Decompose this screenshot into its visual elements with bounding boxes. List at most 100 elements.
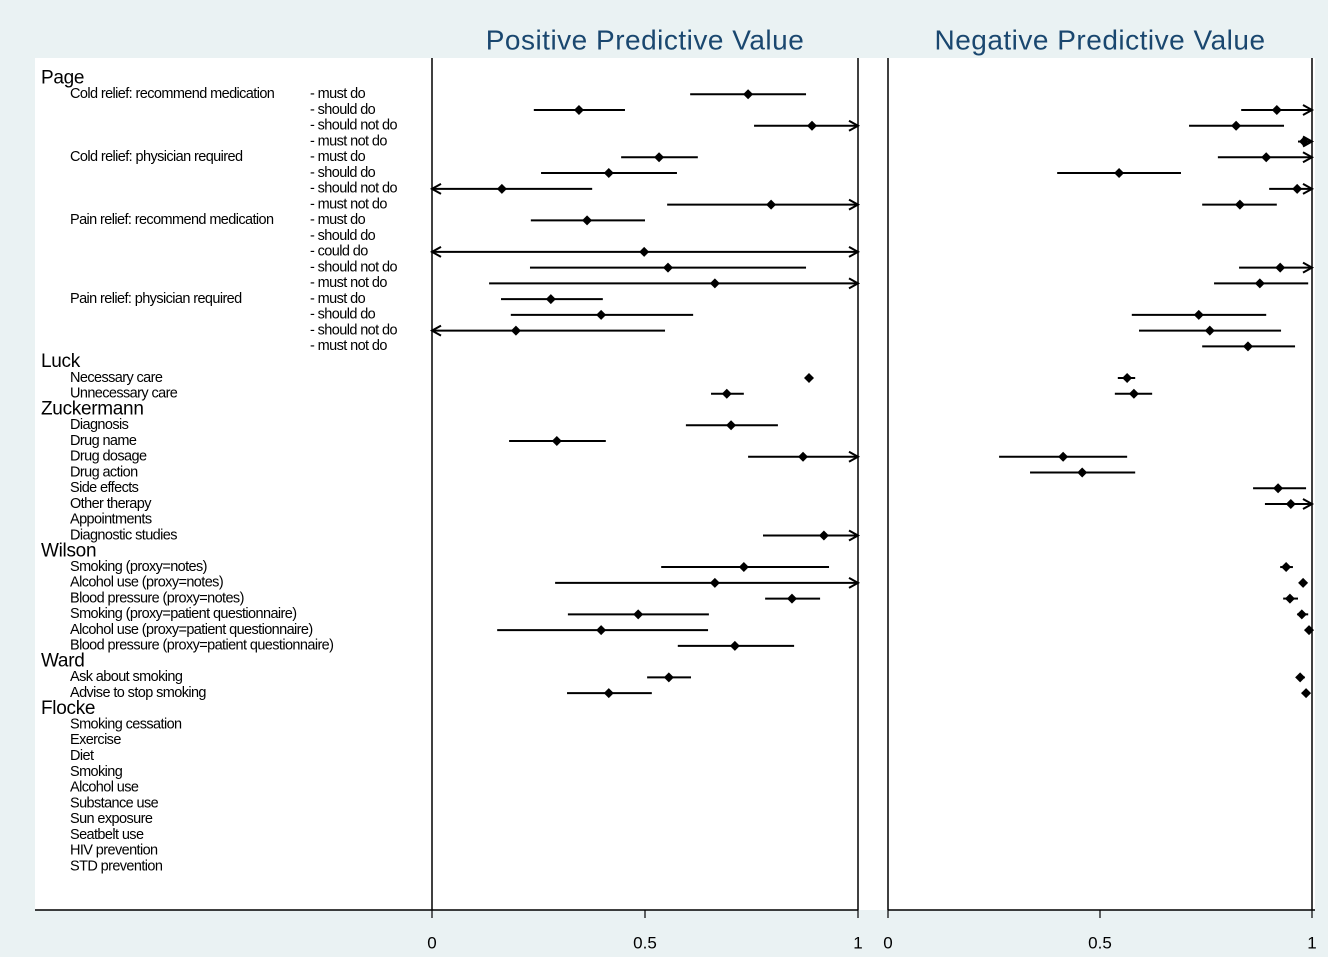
- row-label: Substance use: [70, 795, 159, 811]
- plot-region: [35, 58, 1315, 910]
- row-level: - must not do: [310, 133, 387, 149]
- row-label: Pain relief: recommend medication: [70, 212, 274, 228]
- point-estimate: [545, 294, 556, 305]
- point-estimate: [496, 183, 507, 194]
- row-label: Diagnostic studies: [70, 527, 177, 543]
- point-estimate: [663, 262, 674, 273]
- point-estimate: [804, 372, 815, 383]
- point-estimate: [806, 120, 817, 131]
- point-estimate: [1298, 136, 1309, 147]
- row-level: - should not do: [310, 181, 397, 197]
- point-estimate: [721, 388, 732, 399]
- point-estimate: [766, 199, 777, 210]
- point-estimate: [1301, 688, 1312, 699]
- x-tick-label: 0.5: [633, 933, 657, 952]
- point-estimate: [663, 672, 674, 683]
- row-label: Alcohol use (proxy=patient questionnaire…: [70, 622, 313, 638]
- row-label: Sun exposure: [70, 811, 153, 827]
- point-estimate: [786, 593, 797, 604]
- ci-arrow: [429, 182, 442, 195]
- row-level: - should do: [310, 165, 376, 181]
- point-estimate: [1231, 120, 1242, 131]
- group-label: Page: [41, 68, 84, 89]
- row-label: Smoking cessation: [70, 716, 182, 732]
- row-label: Seatbelt use: [70, 827, 144, 843]
- row-label: Cold relief: physician required: [70, 149, 243, 165]
- row-level: - must do: [310, 291, 366, 307]
- point-estimate: [1292, 183, 1303, 194]
- row-label: Cold relief: recommend medication: [70, 86, 275, 102]
- point-estimate: [1204, 325, 1215, 336]
- point-estimate: [729, 640, 740, 651]
- ci-arrow: [429, 324, 442, 337]
- row-label: Advise to stop smoking: [70, 685, 206, 701]
- row-level: - should do: [310, 228, 376, 244]
- panel-title: Negative Predictive Value: [934, 24, 1265, 55]
- point-estimate: [639, 246, 650, 257]
- row-label: Smoking (proxy=patient questionnaire): [70, 606, 296, 622]
- point-estimate: [654, 152, 665, 163]
- point-estimate: [726, 420, 737, 431]
- row-label: Smoking (proxy=notes): [70, 559, 207, 575]
- point-estimate: [1275, 262, 1286, 273]
- row-label: Blood pressure (proxy=notes): [70, 590, 244, 606]
- ci-arrow: [1302, 135, 1315, 148]
- group-label: Wilson: [41, 540, 96, 561]
- group-label: Luck: [41, 351, 81, 372]
- ci-arrow: [848, 277, 861, 290]
- ci-arrow: [1302, 498, 1315, 510]
- point-estimate: [1296, 609, 1307, 620]
- point-estimate: [738, 562, 749, 573]
- row-label: Necessary care: [70, 370, 163, 386]
- point-estimate: [1281, 562, 1292, 573]
- point-estimate: [1261, 152, 1272, 163]
- point-estimate: [551, 435, 562, 446]
- row-level: - should not do: [310, 259, 397, 275]
- point-estimate: [1273, 483, 1284, 494]
- point-estimate: [818, 530, 829, 541]
- point-estimate: [582, 215, 593, 226]
- row-label: Side effects: [70, 480, 139, 496]
- row-label: STD prevention: [70, 858, 163, 874]
- point-estimate: [1254, 278, 1265, 289]
- row-label: Smoking: [70, 764, 123, 780]
- ci-arrow: [1302, 182, 1315, 195]
- row-label: Blood pressure (proxy=patient questionna…: [70, 638, 333, 654]
- point-estimate: [596, 309, 607, 320]
- ci-arrow: [429, 245, 442, 258]
- group-label: Zuckermann: [41, 398, 144, 419]
- point-estimate: [1304, 625, 1315, 636]
- point-estimate: [1298, 577, 1309, 588]
- row-label: Ask about smoking: [70, 669, 183, 685]
- row-level: - must do: [310, 212, 366, 228]
- point-estimate: [603, 168, 614, 179]
- x-tick-label: 1: [853, 933, 862, 952]
- point-estimate: [709, 577, 720, 588]
- row-label: HIV prevention: [70, 843, 158, 859]
- row-level: - should not do: [310, 322, 397, 338]
- row-label: Diagnosis: [70, 417, 129, 433]
- row-label: Drug action: [70, 464, 138, 480]
- point-estimate: [633, 609, 644, 620]
- ci-arrow: [848, 450, 861, 463]
- point-estimate: [743, 89, 754, 100]
- x-tick-label: 0.5: [1088, 933, 1112, 952]
- x-tick-label: 0: [883, 933, 892, 952]
- point-estimate: [1122, 372, 1133, 383]
- point-estimate: [1285, 499, 1296, 510]
- group-label: Ward: [41, 651, 85, 672]
- point-estimate: [1284, 593, 1295, 604]
- x-tick-label: 1: [1307, 933, 1316, 952]
- point-estimate: [1193, 309, 1204, 320]
- ci-arrow: [848, 576, 861, 589]
- point-estimate: [1077, 467, 1088, 478]
- point-estimate: [573, 105, 584, 116]
- row-label: Diet: [70, 748, 94, 764]
- group-label: Flocke: [41, 698, 95, 719]
- point-estimate: [798, 451, 809, 462]
- row-level: - must do: [310, 86, 366, 102]
- ci-arrow: [848, 245, 861, 258]
- ci-arrow: [1302, 151, 1315, 164]
- row-level: - must do: [310, 149, 366, 165]
